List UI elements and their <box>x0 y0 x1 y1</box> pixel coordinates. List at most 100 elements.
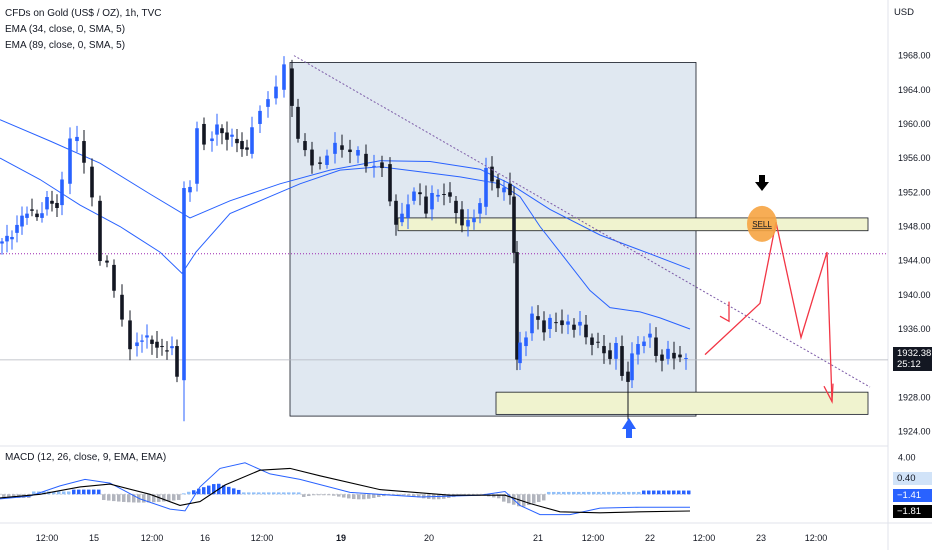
candle-body <box>258 110 262 124</box>
macd-histogram-bar <box>672 490 676 495</box>
price-tick-label: 1944.00 <box>898 256 931 266</box>
candle <box>60 171 64 216</box>
projection-path <box>704 222 833 402</box>
candle-body <box>165 350 169 352</box>
macd-histogram-bar <box>577 491 581 495</box>
candle <box>536 305 540 330</box>
time-tick-label: 12:00 <box>251 533 274 543</box>
candle <box>182 181 186 422</box>
candle <box>542 311 546 341</box>
macd-histogram-bar <box>67 491 71 495</box>
macd-histogram-bar <box>227 486 231 495</box>
candle-body <box>274 86 278 99</box>
candle-body <box>60 179 64 206</box>
candle <box>512 186 516 264</box>
macd-histogram-bar <box>422 494 426 499</box>
time-tick-label: 21 <box>533 533 543 543</box>
candle <box>372 154 376 178</box>
candle-body <box>512 196 516 253</box>
candle <box>310 141 314 174</box>
candle-body <box>602 346 606 354</box>
time-tick-label: 23 <box>756 533 766 543</box>
macd-histogram-bar <box>202 487 206 495</box>
candle <box>478 198 482 224</box>
candle-body <box>348 149 352 153</box>
candle <box>454 195 458 224</box>
macd-histogram-bar <box>162 494 166 502</box>
candle <box>648 323 652 348</box>
price-tick-label: 1960.00 <box>898 119 931 129</box>
macd-histogram-bar <box>267 492 271 495</box>
candle-body <box>626 371 630 382</box>
candle <box>442 183 446 206</box>
macd-line <box>0 462 691 516</box>
candle <box>333 132 337 164</box>
candle-body <box>195 128 199 184</box>
candle <box>430 185 434 221</box>
candle-body <box>170 346 174 349</box>
candle <box>155 331 159 359</box>
candle-body <box>596 341 600 343</box>
macd-histogram-bar <box>507 494 511 504</box>
price-tick-label: 1928.00 <box>898 392 931 402</box>
candle <box>554 312 558 333</box>
macd-histogram-bar <box>262 492 266 495</box>
candle <box>626 361 630 420</box>
candle <box>266 91 270 118</box>
macd-histogram-bar <box>612 491 616 495</box>
candle <box>608 342 612 365</box>
time-tick-label: 12:00 <box>141 533 164 543</box>
candle-body <box>82 141 86 163</box>
candle <box>220 124 224 145</box>
candle-body <box>220 128 224 134</box>
macd-histogram-bar <box>327 494 331 496</box>
time-tick-label: 19 <box>336 533 346 543</box>
candle-body <box>472 217 476 223</box>
macd-histogram-bar <box>667 490 671 495</box>
candle-body <box>240 141 244 150</box>
candle <box>35 209 39 221</box>
price-tick-label: 1952.00 <box>898 187 931 197</box>
candle <box>524 331 528 357</box>
candle <box>448 182 452 203</box>
candle <box>128 310 132 361</box>
candle <box>636 336 640 365</box>
macd-line-badge: −1.41 <box>893 489 932 502</box>
candle-body <box>310 149 314 166</box>
candle-body <box>0 241 4 244</box>
time-tick-label: 20 <box>424 533 434 543</box>
candle <box>508 172 512 205</box>
candle <box>45 191 49 216</box>
candle <box>466 208 470 237</box>
candle <box>672 341 676 370</box>
projection-mid-arrowhead <box>719 301 730 323</box>
macd-histogram-bar <box>647 490 651 495</box>
macd-histogram-bar <box>212 484 216 495</box>
candle-body <box>230 134 234 137</box>
candle <box>250 116 254 159</box>
macd-histogram-bar <box>597 491 601 495</box>
candle-body <box>318 162 322 164</box>
macd-histogram-bar <box>122 494 126 502</box>
macd-histogram-bar <box>287 492 291 495</box>
candle-body <box>508 183 512 196</box>
candle <box>290 59 294 118</box>
macd-histogram-bar <box>567 491 571 495</box>
candle-body <box>660 354 664 361</box>
macd-histogram-bar <box>632 491 636 495</box>
candle-body <box>10 236 14 240</box>
chart-title: CFDs on Gold (US$ / OZ), 1h, TVC <box>5 8 162 19</box>
macd-histogram-bar <box>332 494 336 496</box>
macd-histogram-bar <box>207 485 211 495</box>
candle-body <box>215 124 219 135</box>
candle-body <box>466 220 470 227</box>
candle <box>518 331 522 371</box>
candle <box>225 121 229 151</box>
candle-body <box>536 316 540 320</box>
candle-body <box>614 343 618 359</box>
macd-histogram-bar <box>167 494 171 502</box>
candle <box>140 334 144 353</box>
candle-body <box>35 213 39 218</box>
macd-histogram-bar <box>312 494 316 496</box>
